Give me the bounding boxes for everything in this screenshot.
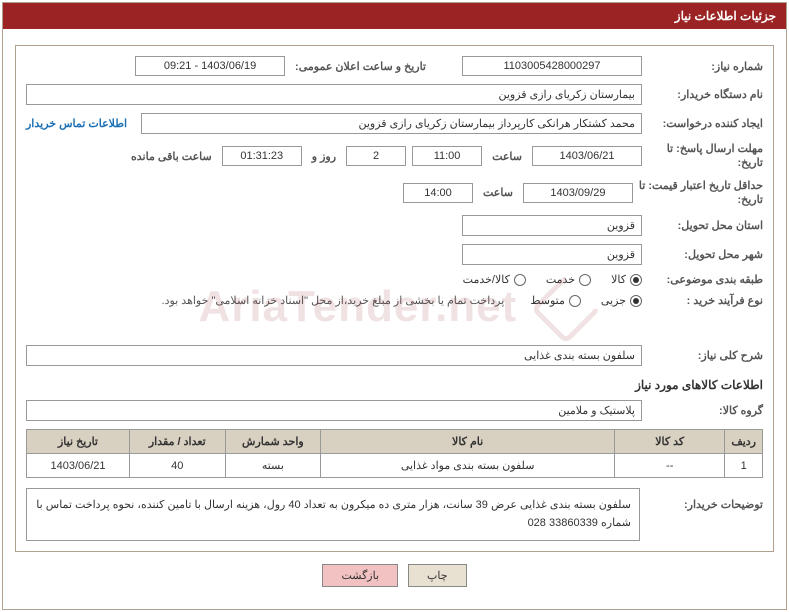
table-cell: سلفون بسته بندی مواد غذایی [321, 454, 615, 478]
print-button[interactable]: چاپ [408, 564, 467, 587]
city-label: شهر محل تحویل: [648, 248, 763, 261]
announce-label: تاریخ و ساعت اعلان عمومی: [295, 60, 426, 73]
deadline-label-2: تاریخ: [737, 157, 763, 169]
table-cell: 40 [130, 454, 226, 478]
goods-group-label: گروه کالا: [648, 404, 763, 417]
table-cell: بسته [225, 454, 321, 478]
validity-label-1: حداقل تاریخ اعتبار قیمت: تا [639, 180, 763, 192]
table-row: 1--سلفون بسته بندی مواد غذاییبسته401403/… [27, 454, 763, 478]
radio-label: کالا/خدمت [463, 273, 510, 286]
table-col-1: کد کالا [615, 430, 725, 454]
classification-option-0[interactable]: کالا [611, 273, 642, 286]
classification-option-2[interactable]: کالا/خدمت [463, 273, 526, 286]
table-col-0: ردیف [725, 430, 763, 454]
back-button[interactable]: بازگشت [322, 564, 398, 587]
row-buyer-notes: توضیحات خریدار: سلفون بسته بندی غذایی عر… [26, 488, 763, 541]
province-label: استان محل تحویل: [648, 219, 763, 232]
deadline-date: 1403/06/21 [532, 146, 642, 166]
radio-label: کالا [611, 273, 626, 286]
radio-label: متوسط [530, 294, 565, 307]
validity-date: 1403/09/29 [523, 183, 633, 203]
table-cell: 1 [725, 454, 763, 478]
validity-time-label: ساعت [483, 186, 513, 199]
table-col-3: واحد شمارش [225, 430, 321, 454]
table-cell: 1403/06/21 [27, 454, 130, 478]
radio-label: جزیی [601, 294, 626, 307]
validity-label-2: تاریخ: [737, 194, 763, 206]
main-panel: جزئیات اطلاعات نیاز شماره نیاز: 11030054… [2, 2, 787, 610]
announce-value: 1403/06/19 - 09:21 [135, 56, 285, 76]
deadline-label: مهلت ارسال پاسخ: تا تاریخ: [648, 142, 763, 171]
classification-group: کالا خدمت کالا/خدمت [463, 273, 642, 286]
summary-label: شرح کلی نیاز: [648, 349, 763, 362]
province-value: قزوین [462, 215, 642, 236]
radio-icon[interactable] [630, 274, 642, 286]
buyer-notes-label: توضیحات خریدار: [648, 488, 763, 511]
buyer-name: بیمارستان زکریای رازی قزوین [26, 84, 642, 105]
row-city: شهر محل تحویل: قزوین [26, 244, 763, 265]
process-option-1[interactable]: متوسط [530, 294, 581, 307]
deadline-time: 11:00 [412, 146, 482, 166]
process-note: پرداخت تمام یا بخشی از مبلغ خرید،از محل … [162, 294, 505, 307]
requester-label: ایجاد کننده درخواست: [648, 117, 763, 130]
row-validity: حداقل تاریخ اعتبار قیمت: تا تاریخ: 1403/… [26, 179, 763, 208]
deadline-days-label: روز و [312, 150, 336, 163]
table-cell: -- [615, 454, 725, 478]
city-value: قزوین [462, 244, 642, 265]
buyer-label: نام دستگاه خریدار: [648, 88, 763, 101]
radio-icon[interactable] [569, 295, 581, 307]
process-option-0[interactable]: جزیی [601, 294, 642, 307]
classification-label: طبقه بندی موضوعی: [648, 273, 763, 286]
row-province: استان محل تحویل: قزوین [26, 215, 763, 236]
deadline-countdown: 01:31:23 [222, 146, 302, 166]
buyer-notes-text: سلفون بسته بندی غذایی عرض 39 سانت، هزار … [26, 488, 640, 541]
panel-title: جزئیات اطلاعات نیاز [3, 3, 786, 29]
process-label: نوع فرآیند خرید : [648, 294, 763, 307]
table-header-row: ردیفکد کالانام کالاواحد شمارشتعداد / مقد… [27, 430, 763, 454]
panel-body: شماره نیاز: 1103005428000297 تاریخ و ساع… [3, 29, 786, 609]
form-fieldset: شماره نیاز: 1103005428000297 تاریخ و ساع… [15, 45, 774, 552]
row-classification: طبقه بندی موضوعی: کالا خدمت کالا/خدمت [26, 273, 763, 286]
row-deadline: مهلت ارسال پاسخ: تا تاریخ: 1403/06/21 سا… [26, 142, 763, 171]
buyer-contact-link[interactable]: اطلاعات تماس خریدار [26, 117, 127, 130]
deadline-remaining-label: ساعت باقی مانده [131, 150, 212, 163]
validity-label: حداقل تاریخ اعتبار قیمت: تا تاریخ: [639, 179, 763, 208]
requester-name: محمد کشتکار هرانکی کارپرداز بیمارستان زک… [141, 113, 642, 134]
process-group: جزیی متوسط [530, 294, 642, 307]
summary-value: سلفون بسته بندی غذایی [26, 345, 642, 366]
deadline-days: 2 [346, 146, 406, 166]
deadline-label-1: مهلت ارسال پاسخ: تا [667, 143, 763, 155]
radio-label: خدمت [546, 273, 575, 286]
classification-option-1[interactable]: خدمت [546, 273, 591, 286]
radio-icon[interactable] [579, 274, 591, 286]
need-number-value: 1103005428000297 [462, 56, 642, 76]
table-col-4: تعداد / مقدار [130, 430, 226, 454]
goods-table: ردیفکد کالانام کالاواحد شمارشتعداد / مقد… [26, 429, 763, 478]
row-need-number: شماره نیاز: 1103005428000297 تاریخ و ساع… [26, 56, 763, 76]
button-row: چاپ بازگشت [15, 552, 774, 599]
goods-section-header: اطلاعات کالاهای مورد نیاز [26, 378, 763, 392]
row-requester: ایجاد کننده درخواست: محمد کشتکار هرانکی … [26, 113, 763, 134]
goods-group-value: پلاستیک و ملامین [26, 400, 642, 421]
row-process: نوع فرآیند خرید : جزیی متوسط پرداخت تمام … [26, 294, 763, 307]
deadline-time-label: ساعت [492, 150, 522, 163]
table-col-5: تاریخ نیاز [27, 430, 130, 454]
table-col-2: نام کالا [321, 430, 615, 454]
radio-icon[interactable] [630, 295, 642, 307]
row-summary: شرح کلی نیاز: سلفون بسته بندی غذایی [26, 345, 763, 366]
need-number-label: شماره نیاز: [648, 60, 763, 73]
validity-time: 14:00 [403, 183, 473, 203]
table-body: 1--سلفون بسته بندی مواد غذاییبسته401403/… [27, 454, 763, 478]
row-buyer: نام دستگاه خریدار: بیمارستان زکریای رازی… [26, 84, 763, 105]
row-goods-group: گروه کالا: پلاستیک و ملامین [26, 400, 763, 421]
radio-icon[interactable] [514, 274, 526, 286]
